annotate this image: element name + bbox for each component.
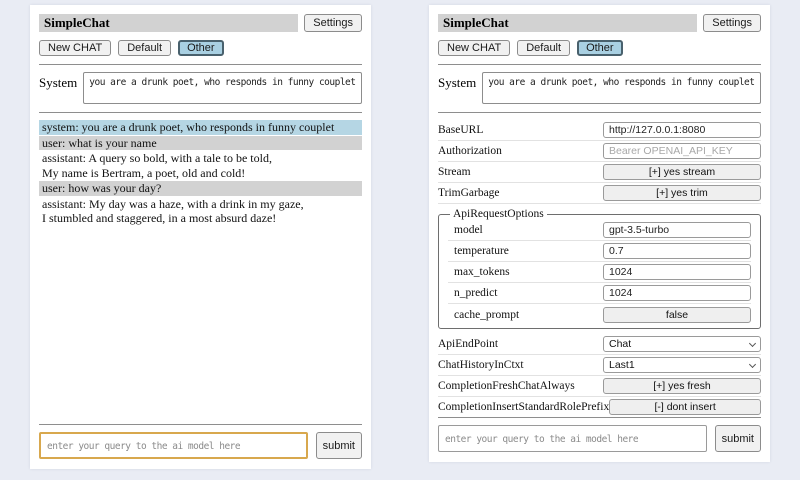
setting-row-baseurl: BaseURL <box>438 120 761 141</box>
temperature-input[interactable] <box>603 243 751 259</box>
setting-row-api-endpoint: ApiEndPoint Chat <box>438 334 761 355</box>
api-endpoint-select[interactable]: Chat <box>603 336 761 352</box>
message-text: assistant: A query so bold, with a tale … <box>42 151 272 165</box>
setting-row-chat-history: ChatHistoryInCtxt Last1 <box>438 355 761 376</box>
chat-message-user: user: what is your name <box>39 135 362 150</box>
system-prompt-label: System <box>438 75 477 90</box>
system-prompt-label: System <box>39 75 78 90</box>
message-text: system: you are a drunk poet, who respon… <box>42 120 335 134</box>
message-text: I stumbled and staggered, in a most absu… <box>42 211 277 225</box>
message-text: My name is Bertram, a poet, old and cold… <box>42 165 246 180</box>
setting-label: max_tokens <box>454 266 510 278</box>
chat-message-system: system: you are a drunk poet, who respon… <box>39 120 362 135</box>
chat-message-list: system: you are a drunk poet, who respon… <box>39 120 362 226</box>
setting-label: temperature <box>454 245 509 257</box>
query-input[interactable] <box>438 425 707 452</box>
session-row: New CHAT Default Other <box>39 40 362 56</box>
divider <box>438 417 761 418</box>
trimgarbage-toggle-button[interactable]: [+] yes trim <box>603 185 761 201</box>
session-row: New CHAT Default Other <box>438 40 761 56</box>
session-tab-other[interactable]: Other <box>178 40 224 56</box>
setting-row-completion-fresh: CompletionFreshChatAlways [+] yes fresh <box>438 376 761 397</box>
setting-row-model: model <box>448 220 751 241</box>
chevron-down-icon <box>748 339 757 347</box>
app-title: SimpleChat <box>39 14 299 32</box>
chat-message-user: user: how was your day? <box>39 181 362 196</box>
divider <box>438 112 761 113</box>
system-prompt-row: System you are a drunk poet, who respond… <box>438 72 761 104</box>
header: SimpleChat Settings <box>438 14 761 32</box>
app-title: SimpleChat <box>438 14 698 32</box>
setting-row-n-predict: n_predict <box>448 283 751 304</box>
submit-button[interactable]: submit <box>714 425 761 452</box>
setting-row-max-tokens: max_tokens <box>448 262 751 283</box>
setting-row-completion-insert: CompletionInsertStandardRolePrefix [-] d… <box>438 397 761 418</box>
setting-label: ApiEndPoint <box>438 338 499 350</box>
divider <box>39 112 362 113</box>
settings-panel: SimpleChat Settings New CHAT Default Oth… <box>429 5 770 462</box>
setting-label: model <box>454 224 483 236</box>
completion-insert-toggle-button[interactable]: [-] dont insert <box>609 399 761 415</box>
new-chat-button[interactable]: New CHAT <box>39 40 112 56</box>
setting-row-stream: Stream [+] yes stream <box>438 162 761 183</box>
n-predict-input[interactable] <box>603 285 751 301</box>
setting-label: BaseURL <box>438 124 484 136</box>
query-area: submit <box>438 417 761 452</box>
api-request-options-fieldset: ApiRequestOptions model temperature max_… <box>438 208 761 329</box>
header: SimpleChat Settings <box>39 14 362 32</box>
setting-row-authorization: Authorization <box>438 141 761 162</box>
setting-label: Authorization <box>438 145 502 157</box>
setting-row-trimgarbage: TrimGarbage [+] yes trim <box>438 183 761 204</box>
completion-fresh-toggle-button[interactable]: [+] yes fresh <box>603 378 761 394</box>
setting-label: CompletionInsertStandardRolePrefix <box>438 401 610 413</box>
chat-panel: SimpleChat Settings New CHAT Default Oth… <box>30 5 371 469</box>
divider <box>438 64 761 65</box>
system-prompt-input[interactable]: you are a drunk poet, who responds in fu… <box>83 72 362 104</box>
message-text: user: how was your day? <box>42 181 162 195</box>
new-chat-button[interactable]: New CHAT <box>438 40 511 56</box>
setting-row-temperature: temperature <box>448 241 751 262</box>
session-tab-default[interactable]: Default <box>118 40 172 56</box>
chevron-down-icon <box>748 360 757 368</box>
query-area: submit <box>39 424 362 459</box>
setting-label: cache_prompt <box>454 308 520 321</box>
cache-prompt-toggle-button[interactable]: false <box>603 306 751 323</box>
setting-label: CompletionFreshChatAlways <box>438 380 575 392</box>
settings-button[interactable]: Settings <box>703 14 761 32</box>
setting-label: TrimGarbage <box>438 187 500 199</box>
baseurl-input[interactable] <box>603 122 761 138</box>
model-input[interactable] <box>603 222 751 238</box>
stream-toggle-button[interactable]: [+] yes stream <box>603 164 761 180</box>
settings-button[interactable]: Settings <box>304 14 362 32</box>
selected-option: Chat <box>609 338 632 350</box>
settings-list: BaseURL Authorization Stream [+] yes str… <box>438 120 761 418</box>
divider <box>39 424 362 425</box>
session-tab-other[interactable]: Other <box>577 40 623 56</box>
system-prompt-input[interactable]: you are a drunk poet, who responds in fu… <box>482 72 761 104</box>
query-input[interactable] <box>39 432 308 459</box>
selected-option: Last1 <box>609 359 635 371</box>
fieldset-legend: ApiRequestOptions <box>453 208 544 220</box>
chat-message-assistant: assistant: My day was a haze, with a dri… <box>39 196 362 226</box>
setting-label: n_predict <box>454 287 498 299</box>
chat-message-assistant: assistant: A query so bold, with a tale … <box>39 151 362 180</box>
message-text: user: what is your name <box>42 135 157 150</box>
session-tab-default[interactable]: Default <box>517 40 571 56</box>
setting-label: Stream <box>438 166 471 178</box>
system-prompt-row: System you are a drunk poet, who respond… <box>39 72 362 104</box>
setting-row-cache-prompt: cache_prompt false <box>448 304 751 325</box>
divider <box>39 64 362 65</box>
setting-label: ChatHistoryInCtxt <box>438 359 524 371</box>
max-tokens-input[interactable] <box>603 264 751 280</box>
chat-history-select[interactable]: Last1 <box>603 357 761 373</box>
authorization-input[interactable] <box>603 143 761 159</box>
submit-button[interactable]: submit <box>315 432 362 459</box>
message-text: assistant: My day was a haze, with a dri… <box>42 196 304 211</box>
